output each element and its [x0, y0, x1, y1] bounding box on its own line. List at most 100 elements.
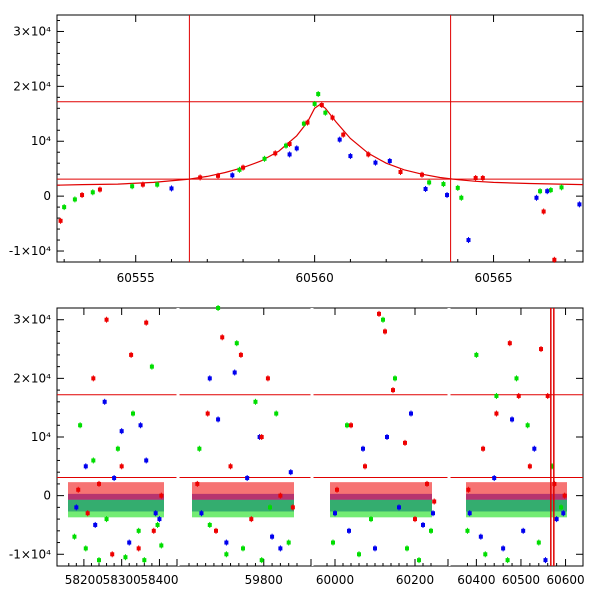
data-point: [432, 499, 437, 504]
data-point: [548, 188, 553, 193]
full-light-curve-panel: -1×10⁴ 0 10⁴ 2×10⁴ 3×10⁴ 58200 58300 58400 59800…: [9, 305, 585, 587]
y-tick-label: 3×10⁴: [13, 24, 51, 38]
data-point: [224, 552, 229, 557]
data-point: [265, 376, 270, 381]
x-tick-label: 60555: [117, 271, 155, 285]
data-point: [144, 458, 149, 463]
data-point: [232, 370, 237, 375]
data-point: [552, 257, 557, 262]
data-point: [349, 423, 353, 428]
data-point: [516, 393, 521, 398]
data-point: [431, 511, 435, 516]
data-point: [554, 517, 559, 522]
data-point: [220, 335, 225, 340]
data-point: [85, 511, 90, 516]
x-tick-label: 60600: [546, 573, 584, 587]
data-point: [559, 505, 564, 510]
data-point: [274, 411, 279, 416]
data-point: [559, 185, 564, 190]
data-point: [155, 182, 160, 187]
data-point: [333, 511, 337, 516]
baseline-cluster: [192, 482, 294, 500]
data-point: [97, 187, 102, 192]
data-point: [119, 464, 124, 469]
data-point: [427, 180, 432, 185]
model-fit-curve: [56, 103, 584, 186]
data-point: [83, 546, 88, 551]
data-point: [216, 306, 221, 310]
data-point: [76, 487, 81, 492]
data-point: [391, 388, 395, 393]
data-point: [253, 399, 258, 404]
data-point: [539, 347, 544, 352]
data-point: [445, 193, 450, 198]
x-tick-label: 60500: [502, 573, 540, 587]
data-point: [249, 517, 254, 522]
data-point: [72, 197, 77, 202]
x-tick-label: 60560: [296, 271, 334, 285]
data-point: [259, 558, 264, 563]
data-point: [270, 534, 275, 539]
data-point: [312, 101, 317, 106]
data-point: [397, 505, 401, 510]
data-point: [536, 540, 541, 545]
data-point: [198, 175, 203, 180]
data-point: [199, 511, 204, 516]
data-point: [294, 146, 299, 151]
data-point: [466, 238, 471, 243]
data-point: [131, 411, 135, 416]
data-point: [441, 182, 446, 187]
data-point: [562, 493, 567, 498]
data-point: [319, 103, 324, 108]
data-point: [93, 522, 98, 527]
data-point: [405, 546, 409, 551]
data-point: [373, 160, 378, 165]
data-point: [335, 487, 339, 492]
data-point: [286, 540, 291, 545]
data-point: [501, 546, 506, 551]
data-point: [144, 320, 149, 325]
data-point: [110, 552, 115, 557]
data-point: [348, 154, 353, 159]
y-tick-label: 10⁴: [31, 430, 51, 444]
data-point: [316, 92, 321, 97]
data-point: [159, 543, 164, 548]
data-point: [330, 115, 335, 120]
data-point: [287, 152, 292, 157]
data-point: [78, 423, 83, 428]
plot-frame: [56, 307, 584, 567]
data-point: [97, 558, 101, 563]
data-point: [97, 481, 101, 486]
data-point: [138, 423, 143, 428]
x-tick-label: 60400: [457, 573, 495, 587]
data-point: [419, 172, 424, 177]
data-point: [157, 517, 162, 522]
data-point: [459, 195, 464, 200]
data-point: [393, 376, 397, 381]
data-point: [91, 376, 96, 381]
baseline-cluster: [192, 499, 294, 518]
data-point: [455, 185, 460, 190]
data-point: [238, 352, 243, 357]
data-point: [377, 311, 381, 316]
data-point: [481, 446, 486, 451]
data-point: [505, 558, 510, 563]
data-point: [385, 435, 389, 439]
x-tick-label: 60565: [474, 271, 512, 285]
data-point: [483, 552, 488, 557]
data-point: [151, 528, 156, 533]
data-point: [155, 522, 160, 527]
data-point: [467, 511, 472, 516]
data-point: [228, 464, 233, 469]
data-point: [278, 493, 283, 498]
y-tick-label: -1×10⁴: [9, 547, 51, 561]
data-point: [74, 505, 79, 510]
y-tick-label: 2×10⁴: [13, 79, 51, 93]
data-point: [521, 528, 526, 533]
data-point: [237, 167, 242, 172]
data-point: [91, 458, 96, 463]
data-point: [207, 376, 212, 381]
data-point: [104, 317, 109, 322]
data-point: [197, 446, 202, 451]
